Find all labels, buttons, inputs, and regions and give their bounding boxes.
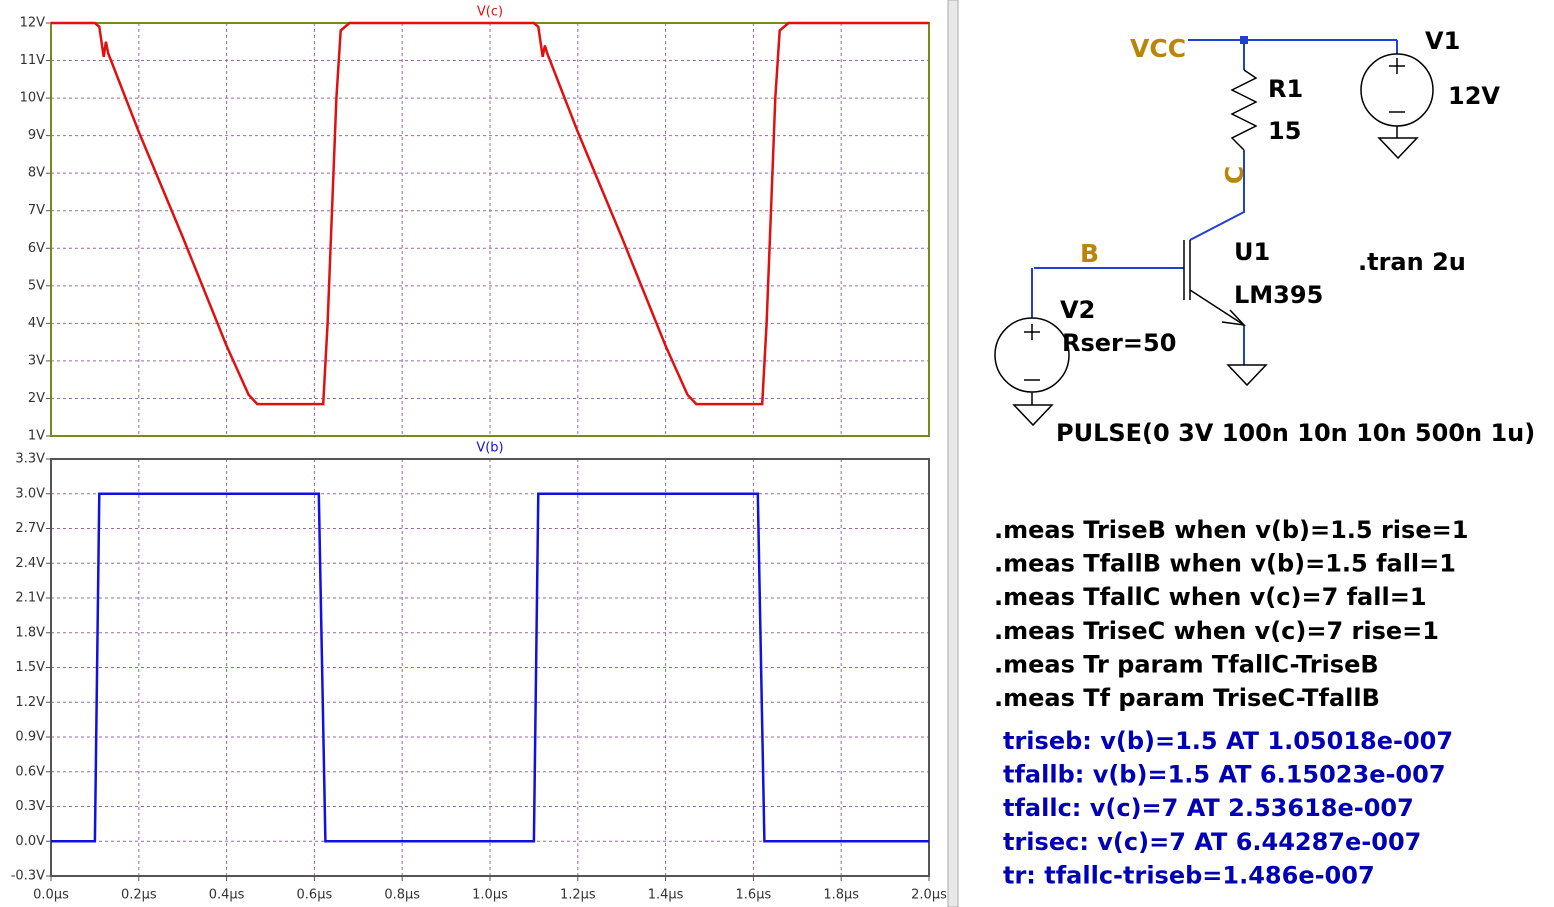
component-value: Rser=50 [1062, 329, 1176, 357]
trace [51, 492, 929, 843]
y-tick-label: 0.0V [15, 834, 45, 849]
resistor [1230, 69, 1258, 151]
component-name: V2 [1060, 296, 1095, 324]
x-tick-label: 1.6µs [736, 888, 772, 903]
y-tick-label: 1.8V [15, 625, 45, 640]
y-tick-label: 0.9V [15, 730, 45, 745]
y-tick-label: 1V [28, 429, 45, 444]
ground [1226, 364, 1268, 387]
component-value: PULSE(0 3V 100n 10n 10n 500n 1u) [1056, 419, 1535, 447]
x-tick-label: 2.0µs [911, 888, 947, 903]
y-tick-label: 5V [28, 278, 45, 293]
x-tick-label: 1.2µs [560, 888, 596, 903]
measure-directive: .meas TfallC when v(c)=7 fall=1 [994, 583, 1427, 611]
trace-title: V(b) [476, 441, 503, 456]
measure-directive: .meas TriseB when v(b)=1.5 rise=1 [994, 516, 1468, 544]
measure-result: trisec: v(c)=7 AT 6.44287e-007 [1003, 828, 1421, 856]
component-value: 15 [1268, 117, 1301, 145]
y-tick-label: 4V [28, 316, 45, 331]
y-tick-label: 6V [28, 241, 45, 256]
y-tick-label: -0.3V [11, 869, 45, 884]
trace-title: V(c) [477, 5, 503, 20]
spice-directive: .tran 2u [1358, 248, 1466, 276]
component-value: 12V [1448, 82, 1500, 110]
y-tick-label: 3.3V [15, 452, 45, 467]
measure-result: triseb: v(b)=1.5 AT 1.05018e-007 [1003, 727, 1453, 755]
x-tick-label: 0.2µs [121, 888, 157, 903]
measure-directive: .meas Tr param TfallC-TriseB [994, 650, 1379, 678]
y-tick-label: 2.4V [15, 556, 45, 571]
measure-result: tfallb: v(b)=1.5 AT 6.15023e-007 [1003, 761, 1446, 789]
y-tick-label: 11V [20, 53, 46, 68]
component-value: LM395 [1234, 281, 1323, 309]
x-tick-label: 0.8µs [384, 888, 420, 903]
y-tick-label: 0.6V [15, 764, 45, 779]
net-label: B [1080, 239, 1099, 268]
trace [51, 21, 929, 406]
source-v2-marks [1012, 324, 1054, 427]
wires [1031, 39, 1398, 365]
measure-results: triseb: v(b)=1.5 AT 1.05018e-007 tfallb: … [1003, 727, 1453, 889]
y-tick-label: 10V [20, 91, 46, 106]
pane-divider [947, 0, 959, 907]
y-tick-label: 2.1V [15, 591, 45, 606]
x-tick-label: 1.8µs [823, 888, 859, 903]
y-tick-label: 9V [28, 128, 45, 143]
y-tick-label: 2.7V [15, 521, 45, 536]
component-name: V1 [1425, 27, 1460, 55]
measure-directives: .meas TriseB when v(b)=1.5 rise=1 .meas T… [994, 516, 1468, 712]
transistor [1183, 240, 1246, 327]
x-tick-label: 1.0µs [472, 888, 508, 903]
component-name: R1 [1268, 75, 1303, 103]
junction [1240, 36, 1248, 44]
y-tick-label: 2V [28, 391, 45, 406]
y-tick-label: 1.2V [15, 695, 45, 710]
x-tick-label: 0.6µs [297, 888, 333, 903]
plot-border [50, 458, 930, 877]
y-tick-label: 8V [28, 166, 45, 181]
component-name: U1 [1234, 238, 1270, 266]
y-tick-label: 7V [28, 203, 45, 218]
x-tick-label: 0.4µs [209, 888, 245, 903]
y-tick-label: 12V [20, 16, 46, 31]
schematic [994, 36, 1434, 427]
measure-directive: .meas TfallB when v(b)=1.5 fall=1 [994, 550, 1456, 578]
measure-directive: .meas TriseC when v(c)=7 rise=1 [994, 617, 1439, 645]
x-tick-label: 1.4µs [648, 888, 684, 903]
net-label: VCC [1130, 34, 1186, 63]
measure-result: tr: tfallc-triseb=1.486e-007 [1003, 861, 1375, 889]
x-tick-label: 0.0µs [33, 888, 69, 903]
y-tick-label: 3.0V [15, 486, 45, 501]
measure-result: tfallc: v(c)=7 AT 2.53618e-007 [1003, 794, 1414, 822]
net-label: C [1220, 166, 1249, 184]
source-v1-marks [1377, 58, 1419, 160]
y-tick-label: 1.5V [15, 660, 45, 675]
y-tick-label: 3V [28, 353, 45, 368]
measure-directive: .meas Tf param TriseC-TfallB [994, 684, 1380, 712]
y-tick-label: 0.3V [15, 799, 45, 814]
